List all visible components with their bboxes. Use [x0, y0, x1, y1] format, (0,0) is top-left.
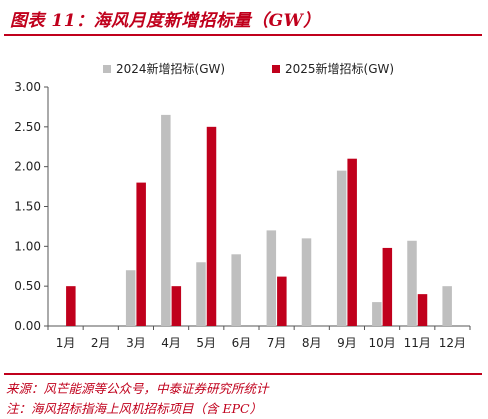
x-tick-label: 6月: [232, 336, 252, 350]
bar-2024-3: [125, 270, 136, 326]
source-note: 来源：风芒能源等公众号，中泰证券研究所统计: [6, 381, 269, 396]
y-tick-label: 1.50: [14, 200, 41, 214]
bar-chart: 2024新增招标(GW) 2025新增招标(GW) 0.00 0.50 1.00 1.5…: [14, 61, 471, 350]
x-tick-label: 10月: [368, 336, 395, 350]
bar-2025-4: [171, 286, 182, 326]
x-tick-label: 8月: [302, 336, 322, 350]
y-tick-label: 0.00: [14, 319, 41, 333]
bar-2025-5: [206, 126, 217, 326]
bar-2025-10: [382, 247, 393, 326]
bar-2025-1: [66, 286, 76, 326]
legend-label-1: 2024新增招标(GW): [116, 61, 225, 76]
y-axis: 0.00 0.50 1.00 1.50 2.00 2.50 3.00: [14, 80, 49, 333]
bar-2024-9: [336, 170, 347, 326]
y-tick-label: 2.00: [14, 160, 41, 174]
x-tick-label: 3月: [126, 336, 146, 350]
bar-2024-7: [266, 230, 277, 326]
x-tick-label: 4月: [161, 336, 181, 350]
bar-2025-3: [136, 182, 146, 326]
legend: 2024新增招标(GW) 2025新增招标(GW): [103, 61, 394, 76]
legend-swatch-1: [103, 65, 111, 73]
legend-swatch-2: [272, 65, 280, 73]
x-tick-label: 7月: [267, 336, 287, 350]
bar-2024-12: [442, 286, 452, 326]
bars: [66, 114, 452, 326]
x-tick-label: 1月: [56, 336, 76, 350]
bar-2024-5: [196, 262, 206, 326]
x-tick-label: 2月: [91, 336, 111, 350]
y-tick-label: 0.50: [14, 279, 41, 293]
footnote: 注：海风招标指海上风机招标项目（含 EPC）: [6, 401, 263, 416]
x-tick-label: 9月: [337, 336, 357, 350]
legend-label-2: 2025新增招标(GW): [285, 61, 394, 76]
y-tick-label: 3.00: [14, 80, 41, 94]
bar-2024-8: [301, 238, 312, 326]
figure-title: 图表 11：海风月度新增招标量（GW）: [10, 11, 321, 31]
bar-2024-4: [161, 114, 171, 326]
title-rule: [4, 34, 482, 36]
x-tick-label: 12月: [439, 336, 466, 350]
x-tick-label: 5月: [196, 336, 216, 350]
bar-2025-7: [277, 276, 287, 326]
bar-2024-6: [231, 254, 241, 326]
y-tick-label: 2.50: [14, 120, 41, 134]
bar-2025-11: [417, 294, 428, 326]
bar-2024-11: [407, 240, 417, 326]
x-axis: 1月 2月 3月 4月 5月 6月 7月 8月 9月 10月 11月 12月: [47, 325, 471, 350]
bar-2024-10: [372, 302, 382, 326]
bar-2025-9: [347, 158, 357, 326]
footer-rule: [4, 373, 482, 375]
y-tick-label: 1.00: [14, 239, 41, 253]
x-tick-label: 11月: [404, 336, 431, 350]
